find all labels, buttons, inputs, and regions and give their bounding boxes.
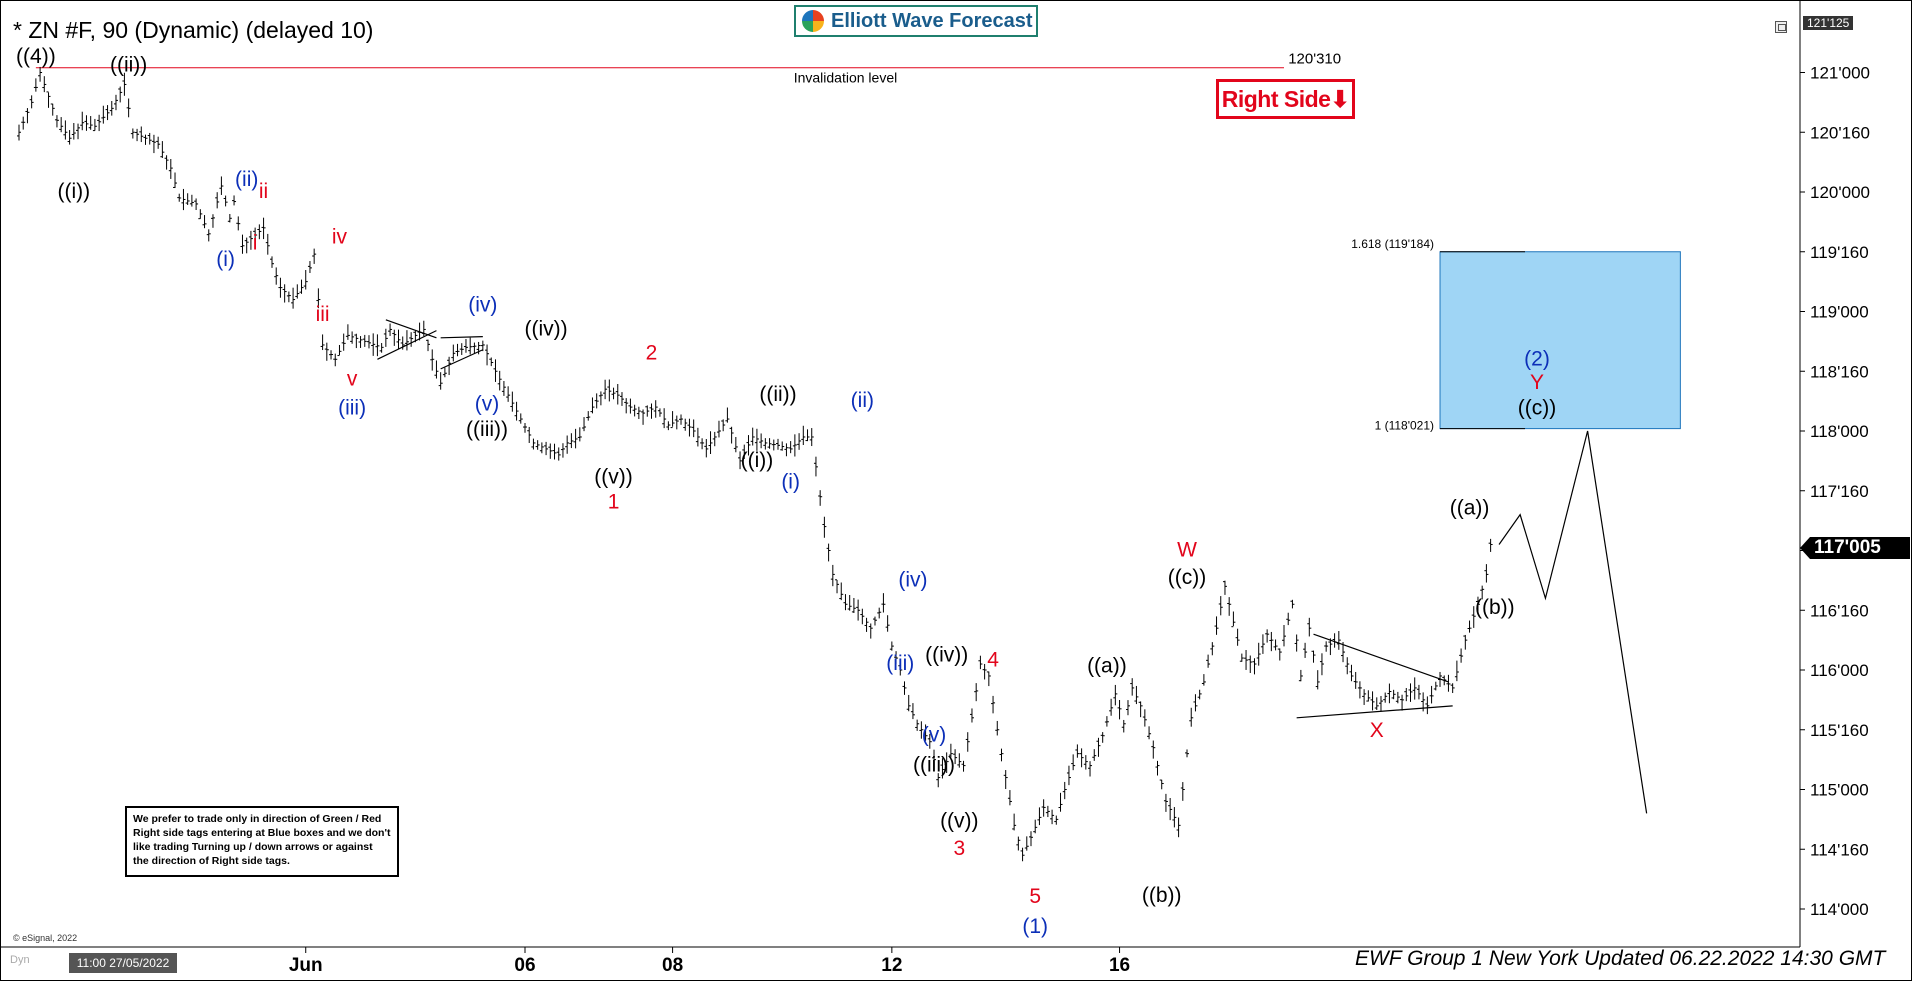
wave-label: Y: [1530, 371, 1544, 394]
cursor-time-box: 11:00 27/05/2022: [69, 953, 177, 973]
wave-label: v: [347, 368, 358, 391]
y-tick-label: 118'000: [1810, 422, 1869, 441]
wave-label: (v): [475, 393, 500, 416]
copyright-text: © eSignal, 2022: [13, 933, 78, 943]
fib-1618-label: 1.618 (119'184): [1351, 237, 1434, 251]
target-blue-box: [1439, 251, 1681, 430]
brand-logo: Elliott Wave Forecast: [794, 5, 1038, 37]
x-tick-label: 12: [881, 955, 902, 976]
wave-label: (i): [216, 248, 235, 271]
wave-((iv))-triangle-line: [440, 349, 484, 370]
x-tick-label: 08: [662, 955, 683, 976]
wave-label: ((4)): [16, 45, 56, 68]
y-tick-label: 116'000: [1810, 661, 1869, 680]
dyn-label: Dyn: [10, 954, 30, 966]
wave-label: ((a)): [1087, 654, 1127, 677]
fib-1-label: 1 (118'021): [1375, 419, 1434, 433]
brand-logo-icon: [802, 10, 824, 32]
wave-label: ((a)): [1450, 497, 1490, 520]
wave-((iv))-triangle-line: [440, 335, 483, 339]
chart-title: * ZN #F, 90 (Dynamic) (delayed 10): [13, 17, 374, 43]
wave-label: ((i)): [57, 180, 90, 203]
wave-label: 3: [953, 837, 965, 860]
wave-label: (1): [1022, 915, 1048, 938]
wave-label: 5: [1029, 885, 1041, 908]
brand-logo-text: Elliott Wave Forecast: [831, 9, 1033, 32]
projection-line: [1498, 430, 1648, 814]
wave-label: ((b)): [1142, 884, 1182, 907]
wave-label: 4: [987, 648, 999, 671]
wave-label: (ii): [851, 389, 874, 412]
wave-label: ((ii)): [110, 53, 147, 76]
y-tick-label: 114'160: [1810, 840, 1869, 859]
y-tick-label: 116'160: [1810, 601, 1869, 620]
y-tick-label: 121'000: [1810, 64, 1870, 83]
wave-label: (iii): [338, 396, 366, 419]
y-tick-label: 118'160: [1810, 362, 1869, 381]
disclaimer-note: We prefer to trade only in direction of …: [125, 806, 399, 877]
wave-label: (v): [922, 724, 947, 747]
wave-label: iii: [316, 303, 330, 326]
wave-label: ii: [259, 180, 268, 203]
y-tick-label: 114'000: [1810, 900, 1869, 919]
right-side-tag: Right Side⬇: [1216, 79, 1355, 119]
wave-X-triangle-line: [1313, 633, 1449, 683]
wave-label: ((ii)): [759, 383, 796, 406]
x-tick-label: 16: [1109, 955, 1130, 976]
wave-label: iv: [332, 225, 348, 248]
y-tick-label: 115'000: [1810, 781, 1869, 800]
invalidation-label: Invalidation level: [794, 70, 898, 86]
wave-iv-triangle-line: [385, 319, 437, 339]
wave-X-triangle-line: [1296, 705, 1453, 719]
wave-label: 1: [608, 491, 620, 514]
footer-text: EWF Group 1 New York Updated 06.22.2022 …: [1355, 947, 1886, 970]
wave-label: 2: [646, 341, 658, 364]
wave-label: ((v)): [594, 466, 632, 489]
wave-label: ((iii)): [913, 754, 955, 777]
wave-label: (ii): [235, 168, 258, 191]
wave-label: ((iv)): [925, 644, 968, 667]
wave-label: (i): [781, 470, 800, 493]
x-tick-label: 06: [514, 955, 535, 976]
wave-label: (iii): [886, 652, 914, 675]
wave-label: W: [1177, 538, 1197, 561]
restore-window-icon[interactable]: [1775, 21, 1787, 33]
wave-label: (iv): [468, 294, 497, 317]
x-tick-label: Jun: [289, 955, 323, 976]
invalidation-price-label: 120'310: [1288, 51, 1341, 68]
wave-label: ((v)): [940, 810, 978, 833]
y-tick-label: 120'000: [1810, 183, 1870, 202]
y-tick-label: 117'160: [1810, 482, 1869, 501]
wave-iv-triangle-line: [377, 330, 437, 360]
wave-label: ((i)): [741, 449, 774, 472]
wave-label: ((iii)): [466, 418, 508, 441]
wave-label: (2): [1524, 347, 1550, 370]
y-tick-label: 119'160: [1810, 243, 1869, 262]
last-price-tag: 117'005: [1800, 537, 1910, 559]
top-price-label: 121'125: [1803, 16, 1854, 30]
wave-label: ((b)): [1475, 596, 1515, 619]
wave-label: ((iv)): [525, 317, 568, 340]
wave-label: ((c)): [1518, 396, 1556, 419]
y-tick-label: 120'160: [1810, 123, 1870, 142]
y-tick-label: 115'160: [1810, 721, 1869, 740]
wave-label: (iv): [898, 568, 927, 591]
wave-label: X: [1370, 719, 1384, 742]
wave-label: ((c)): [1168, 566, 1206, 589]
wave-label: i: [253, 231, 258, 254]
y-tick-label: 119'000: [1810, 303, 1869, 322]
